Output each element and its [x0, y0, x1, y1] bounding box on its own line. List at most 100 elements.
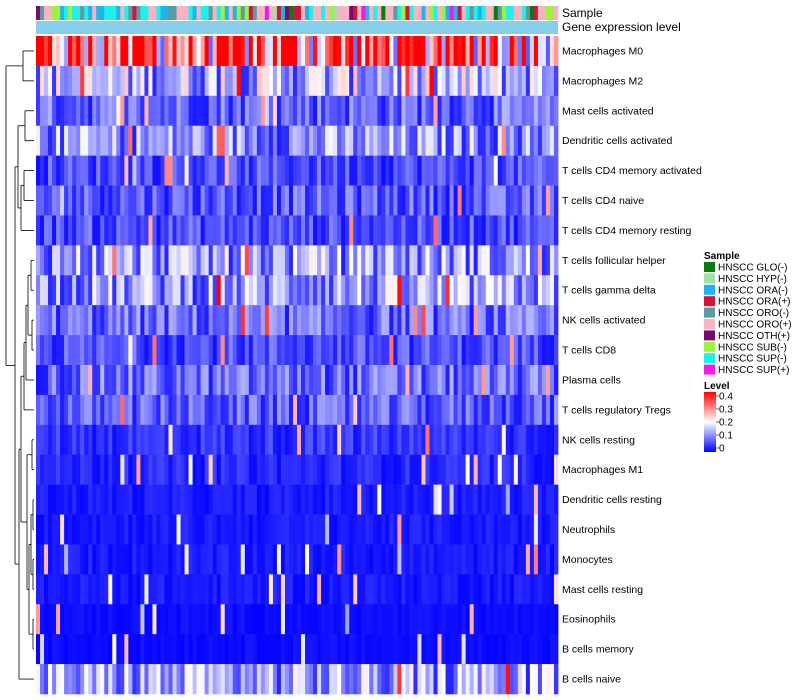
- heatmap-cell: [172, 394, 177, 426]
- heatmap-cell: [429, 394, 434, 426]
- heatmap-cell: [216, 574, 222, 605]
- heatmap-cell: [465, 36, 471, 67]
- heatmap-cell: [549, 215, 555, 246]
- heatmap-cell: [124, 664, 129, 695]
- heatmap-cell: [272, 604, 278, 635]
- heatmap-cell: [357, 424, 362, 456]
- heatmap-cell: [260, 454, 266, 485]
- heatmap-cell: [172, 185, 177, 216]
- heatmap-cell: [80, 65, 85, 97]
- heatmap-cell: [80, 664, 85, 695]
- heatmap-cell: [60, 454, 65, 485]
- heatmap-cell: [204, 215, 210, 246]
- heatmap-cell: [36, 484, 41, 515]
- heatmap-cell: [264, 95, 270, 127]
- heatmap-cell: [256, 394, 262, 426]
- heatmap-cell: [393, 424, 398, 456]
- heatmap-cell: [381, 305, 386, 336]
- heatmap-cell: [529, 365, 535, 396]
- heatmap-cell: [84, 544, 89, 575]
- heatmap-cell: [381, 335, 386, 366]
- heatmap-cell: [256, 275, 262, 306]
- heatmap-cell: [272, 514, 278, 545]
- heatmap-cell: [260, 65, 266, 97]
- heatmap-cell: [553, 424, 559, 456]
- heatmap-cell: [413, 36, 418, 67]
- heatmap-cell: [192, 185, 198, 216]
- heatmap-cell: [44, 454, 49, 485]
- heatmap-cell: [369, 125, 374, 156]
- heatmap-cell: [44, 424, 49, 456]
- heatmap-cell: [236, 424, 242, 456]
- heatmap-cell: [497, 275, 503, 306]
- heatmap-cell: [80, 95, 85, 127]
- heatmap-cell: [96, 424, 101, 456]
- heatmap-cell: [108, 365, 113, 396]
- heatmap-cell: [200, 604, 206, 635]
- heatmap-cell: [477, 305, 483, 336]
- heatmap-cell: [44, 185, 49, 216]
- heatmap-cell: [333, 394, 338, 426]
- heatmap-cell: [305, 65, 310, 97]
- heatmap-cell: [377, 185, 382, 216]
- heatmap-cell: [409, 454, 414, 485]
- heatmap-cell: [92, 305, 97, 336]
- heatmap-cell: [421, 245, 426, 276]
- heatmap-cell: [260, 215, 266, 246]
- heatmap-cell: [104, 454, 109, 485]
- heatmap-cell: [493, 275, 499, 306]
- heatmap-cell: [461, 185, 467, 216]
- heatmap-cell: [353, 574, 358, 605]
- heatmap-cell: [481, 155, 487, 186]
- heatmap-cell: [60, 514, 65, 545]
- heatmap-cell: [264, 484, 270, 515]
- heatmap-cell: [369, 185, 374, 216]
- heatmap-cell: [513, 394, 519, 426]
- heatmap-cell: [148, 365, 153, 396]
- heatmap-cell: [333, 365, 338, 396]
- sample-cell: [453, 6, 459, 20]
- heatmap-cell: [309, 155, 314, 186]
- heatmap-cell: [200, 215, 206, 246]
- heatmap-cell: [317, 454, 322, 485]
- heatmap-cell: [116, 424, 121, 456]
- sample-cell: [252, 6, 258, 20]
- heatmap-cell: [509, 454, 515, 485]
- heatmap-cell: [409, 185, 414, 216]
- heatmap-cell: [220, 394, 226, 426]
- heatmap-cell: [317, 634, 322, 665]
- heatmap-cell: [216, 155, 222, 186]
- heatmap-cell: [256, 634, 262, 665]
- heatmap-cell: [220, 155, 226, 186]
- heatmap-cell: [36, 365, 41, 396]
- heatmap-cell: [284, 95, 290, 127]
- heatmap-cell: [481, 215, 487, 246]
- heatmap-cell: [421, 514, 426, 545]
- heatmap-cell: [485, 394, 491, 426]
- heatmap-cell: [88, 335, 93, 366]
- heatmap-cell: [36, 574, 41, 605]
- row-label: Macrophages M0: [562, 46, 643, 58]
- heatmap-cell: [148, 36, 153, 67]
- heatmap-cell: [369, 155, 374, 186]
- heatmap-cell: [477, 245, 483, 276]
- heatmap-cell: [172, 454, 177, 485]
- heatmap-cell: [248, 365, 254, 396]
- heatmap-cell: [184, 544, 189, 575]
- heatmap-cell: [365, 215, 370, 246]
- heatmap-cell: [88, 484, 93, 515]
- heatmap-cell: [373, 484, 378, 515]
- heatmap-cell: [72, 365, 77, 396]
- heatmap-cell: [236, 454, 242, 485]
- heatmap-cell: [517, 95, 523, 127]
- heatmap-cell: [497, 305, 503, 336]
- heatmap-cell: [140, 604, 145, 635]
- heatmap-cell: [64, 245, 69, 276]
- heatmap-cell: [280, 305, 286, 336]
- heatmap-cell: [284, 394, 290, 426]
- heatmap-cell: [373, 36, 378, 67]
- heatmap-cell: [545, 604, 551, 635]
- heatmap-cell: [216, 424, 222, 456]
- heatmap-cell: [317, 185, 322, 216]
- heatmap-cell: [164, 365, 169, 396]
